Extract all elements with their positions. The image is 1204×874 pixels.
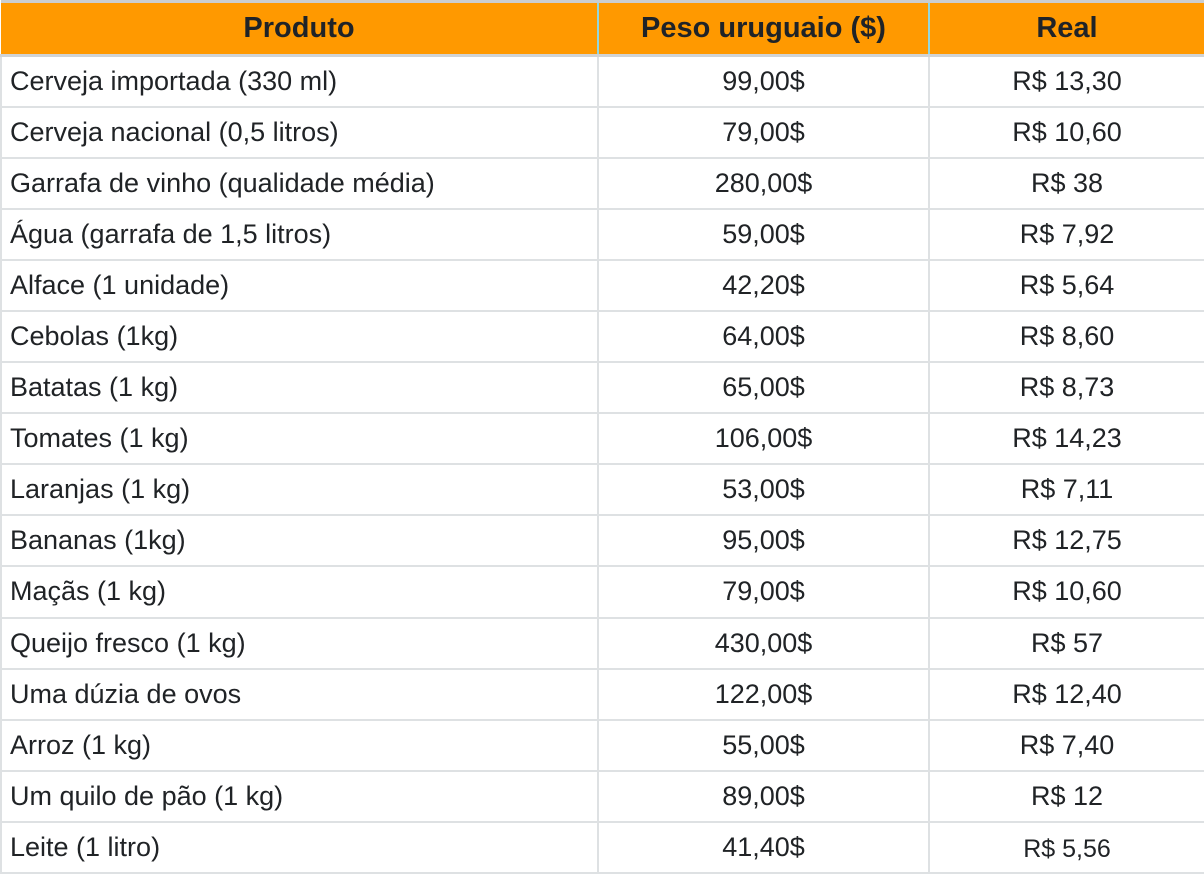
cell-produto: Leite (1 litro) [0, 820, 599, 874]
cell-peso-uruguaio: 280,00$ [597, 156, 930, 210]
cell-real: R$ 57 [928, 616, 1204, 670]
cell-produto: Uma dúzia de ovos [0, 667, 599, 721]
cell-peso-uruguaio: 64,00$ [597, 309, 930, 364]
header-row: Produto Peso uruguaio ($) Real [1, 0, 1204, 57]
table-row: Queijo fresco (1 kg) 430,00$ R$ 57 [0, 616, 1204, 670]
table-row: Tomates (1 kg) 106,00$ R$ 14,23 [0, 412, 1204, 466]
cell-produto: Água (garrafa de 1,5 litros) [0, 207, 599, 261]
table-row: Laranjas (1 kg) 53,00$ R$ 7,11 [0, 463, 1204, 517]
cell-real: R$ 7,92 [928, 207, 1204, 261]
cell-real: R$ 7,40 [928, 718, 1204, 772]
cell-peso-uruguaio: 42,20$ [597, 258, 930, 312]
cell-produto: Bananas (1kg) [0, 514, 599, 568]
table-row: Batatas (1 kg) 65,00$ R$ 8,73 [0, 361, 1204, 415]
cell-real: R$ 5,56 [928, 820, 1204, 874]
cell-peso-uruguaio: 430,00$ [597, 616, 930, 670]
table-row: Arroz (1 kg) 55,00$ R$ 7,40 [0, 718, 1204, 772]
cell-peso-uruguaio: 106,00$ [597, 412, 930, 466]
table-row: Cebolas (1kg) 64,00$ R$ 8,60 [0, 309, 1204, 364]
cell-produto: Cebolas (1kg) [0, 309, 599, 364]
cell-peso-uruguaio: 122,00$ [597, 667, 930, 721]
cell-real: R$ 7,11 [928, 463, 1204, 517]
cell-real: R$ 8,73 [928, 361, 1204, 415]
table-row: Água (garrafa de 1,5 litros) 59,00$ R$ 7… [0, 207, 1204, 261]
cell-peso-uruguaio: 79,00$ [597, 105, 930, 159]
cell-produto: Arroz (1 kg) [0, 718, 599, 772]
table-row: Garrafa de vinho (qualidade média) 280,0… [0, 156, 1204, 210]
cell-peso-uruguaio: 89,00$ [597, 769, 930, 823]
table-row: Maçãs (1 kg) 79,00$ R$ 10,60 [0, 565, 1204, 619]
cell-peso-uruguaio: 53,00$ [597, 463, 930, 517]
cell-produto: Um quilo de pão (1 kg) [0, 769, 599, 823]
cell-produto: Cerveja importada (330 ml) [0, 54, 599, 108]
table-row: Alface (1 unidade) 42,20$ R$ 5,64 [0, 258, 1204, 312]
table-row: Um quilo de pão (1 kg) 89,00$ R$ 12 [0, 769, 1204, 823]
cell-peso-uruguaio: 41,40$ [597, 820, 930, 874]
cell-real: R$ 14,23 [928, 412, 1204, 466]
cell-peso-uruguaio: 99,00$ [597, 54, 930, 108]
cell-produto: Garrafa de vinho (qualidade média) [0, 156, 599, 210]
table-body: Cerveja importada (330 ml) 99,00$ R$ 13,… [0, 54, 1204, 874]
cell-real: R$ 13,30 [928, 54, 1204, 108]
cell-peso-uruguaio: 79,00$ [597, 565, 930, 619]
cell-produto: Maçãs (1 kg) [0, 565, 599, 619]
table-row: Uma dúzia de ovos 122,00$ R$ 12,40 [0, 667, 1204, 721]
cell-real: R$ 12,40 [928, 667, 1204, 721]
cell-peso-uruguaio: 65,00$ [597, 361, 930, 415]
cell-produto: Laranjas (1 kg) [0, 463, 599, 517]
table-row: Leite (1 litro) 41,40$ R$ 5,56 [0, 820, 1204, 874]
cell-produto: Cerveja nacional (0,5 litros) [0, 105, 599, 159]
cell-real: R$ 10,60 [928, 105, 1204, 159]
cell-real: R$ 38 [928, 156, 1204, 210]
table-row: Bananas (1kg) 95,00$ R$ 12,75 [0, 514, 1204, 568]
column-header-real: Real [928, 0, 1204, 57]
cell-real: R$ 5,64 [928, 258, 1204, 312]
cell-peso-uruguaio: 55,00$ [597, 718, 930, 772]
table-header: Produto Peso uruguaio ($) Real [1, 0, 1204, 57]
column-header-produto: Produto [1, 0, 599, 57]
table-row: Cerveja nacional (0,5 litros) 79,00$ R$ … [0, 105, 1204, 159]
cell-peso-uruguaio: 95,00$ [597, 514, 930, 568]
cell-produto: Tomates (1 kg) [0, 412, 599, 466]
cell-produto: Alface (1 unidade) [0, 258, 599, 312]
cell-produto: Batatas (1 kg) [0, 361, 599, 415]
cell-real: R$ 12,75 [928, 514, 1204, 568]
cell-peso-uruguaio: 59,00$ [597, 207, 930, 261]
cell-produto: Queijo fresco (1 kg) [0, 616, 599, 670]
table-row: Cerveja importada (330 ml) 99,00$ R$ 13,… [0, 54, 1204, 108]
cell-real: R$ 12 [928, 769, 1204, 823]
cell-real: R$ 10,60 [928, 565, 1204, 619]
column-header-peso-uruguaio: Peso uruguaio ($) [597, 0, 930, 57]
cell-real: R$ 8,60 [928, 309, 1204, 364]
